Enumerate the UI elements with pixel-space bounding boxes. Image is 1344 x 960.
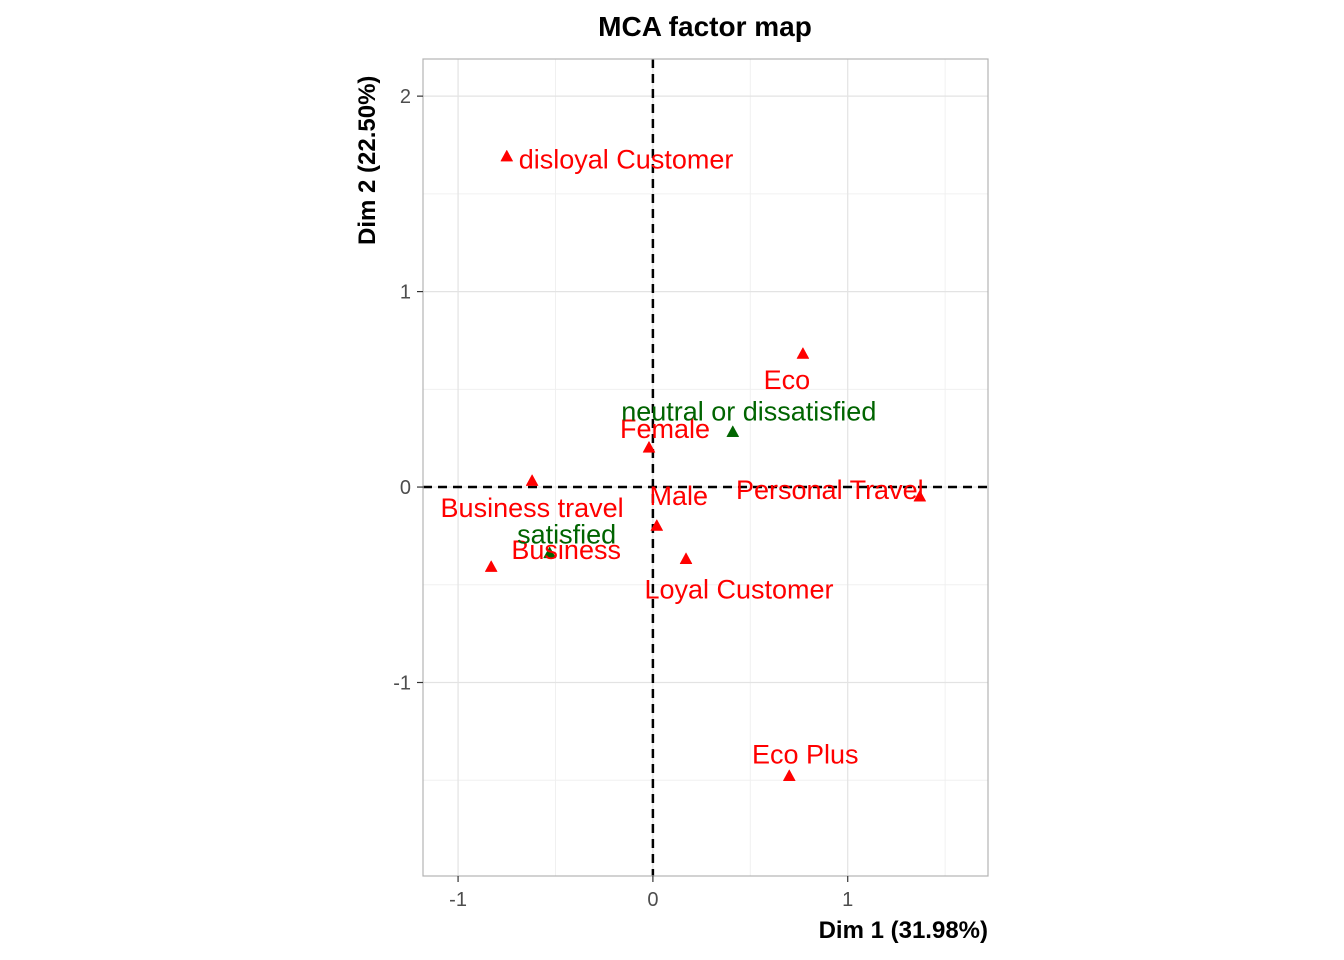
triangle-point — [679, 552, 693, 565]
triangle-point — [782, 769, 796, 781]
point-labels: disloyal Customer Eco Female Business trave… — [441, 145, 924, 770]
point-label: disloyal Customer — [519, 145, 734, 175]
triangle-point — [484, 560, 498, 572]
y-tick-label: 0 — [400, 477, 411, 499]
point-label: neutral or dissatisfied — [621, 396, 876, 426]
triangle-point — [642, 440, 656, 453]
point-label: Female — [620, 414, 710, 444]
triangle-point — [796, 347, 810, 359]
plot-border — [422, 58, 989, 877]
triangle-point — [650, 519, 664, 531]
point-label: Male — [650, 481, 709, 511]
point-label: Loyal Customer — [644, 574, 833, 604]
triangle-point — [525, 474, 539, 486]
point-label: Business — [511, 535, 621, 565]
x-tick-label: 0 — [647, 889, 658, 911]
point-label: Personal Travel — [736, 475, 924, 505]
x-axis-label: Dim 1 (31.98%) — [819, 917, 988, 944]
data-points — [484, 149, 927, 781]
chart-title: MCA factor map — [598, 11, 812, 42]
reference-lines — [423, 59, 988, 876]
point-label: satisfied — [517, 520, 616, 550]
y-tick-label: 1 — [400, 282, 411, 304]
triangle-point — [913, 489, 927, 502]
x-tick-label: 1 — [842, 889, 853, 911]
plot-panel — [423, 59, 988, 876]
y-tick-label: -1 — [393, 673, 411, 695]
point-label: Business travel — [441, 493, 624, 523]
point-label: Eco Plus — [752, 739, 859, 769]
axis-ticks: -1 0 1 -1 0 1 2 — [393, 86, 853, 911]
y-axis-label: Dim 2 (22.50%) — [354, 76, 381, 245]
y-tick-label: 2 — [400, 86, 411, 108]
minor-gridlines — [423, 59, 988, 876]
triangle-point — [500, 149, 514, 162]
x-tick-label: -1 — [449, 889, 467, 911]
triangle-point — [726, 425, 740, 437]
point-label: Eco — [764, 365, 811, 395]
triangle-point — [543, 546, 557, 559]
